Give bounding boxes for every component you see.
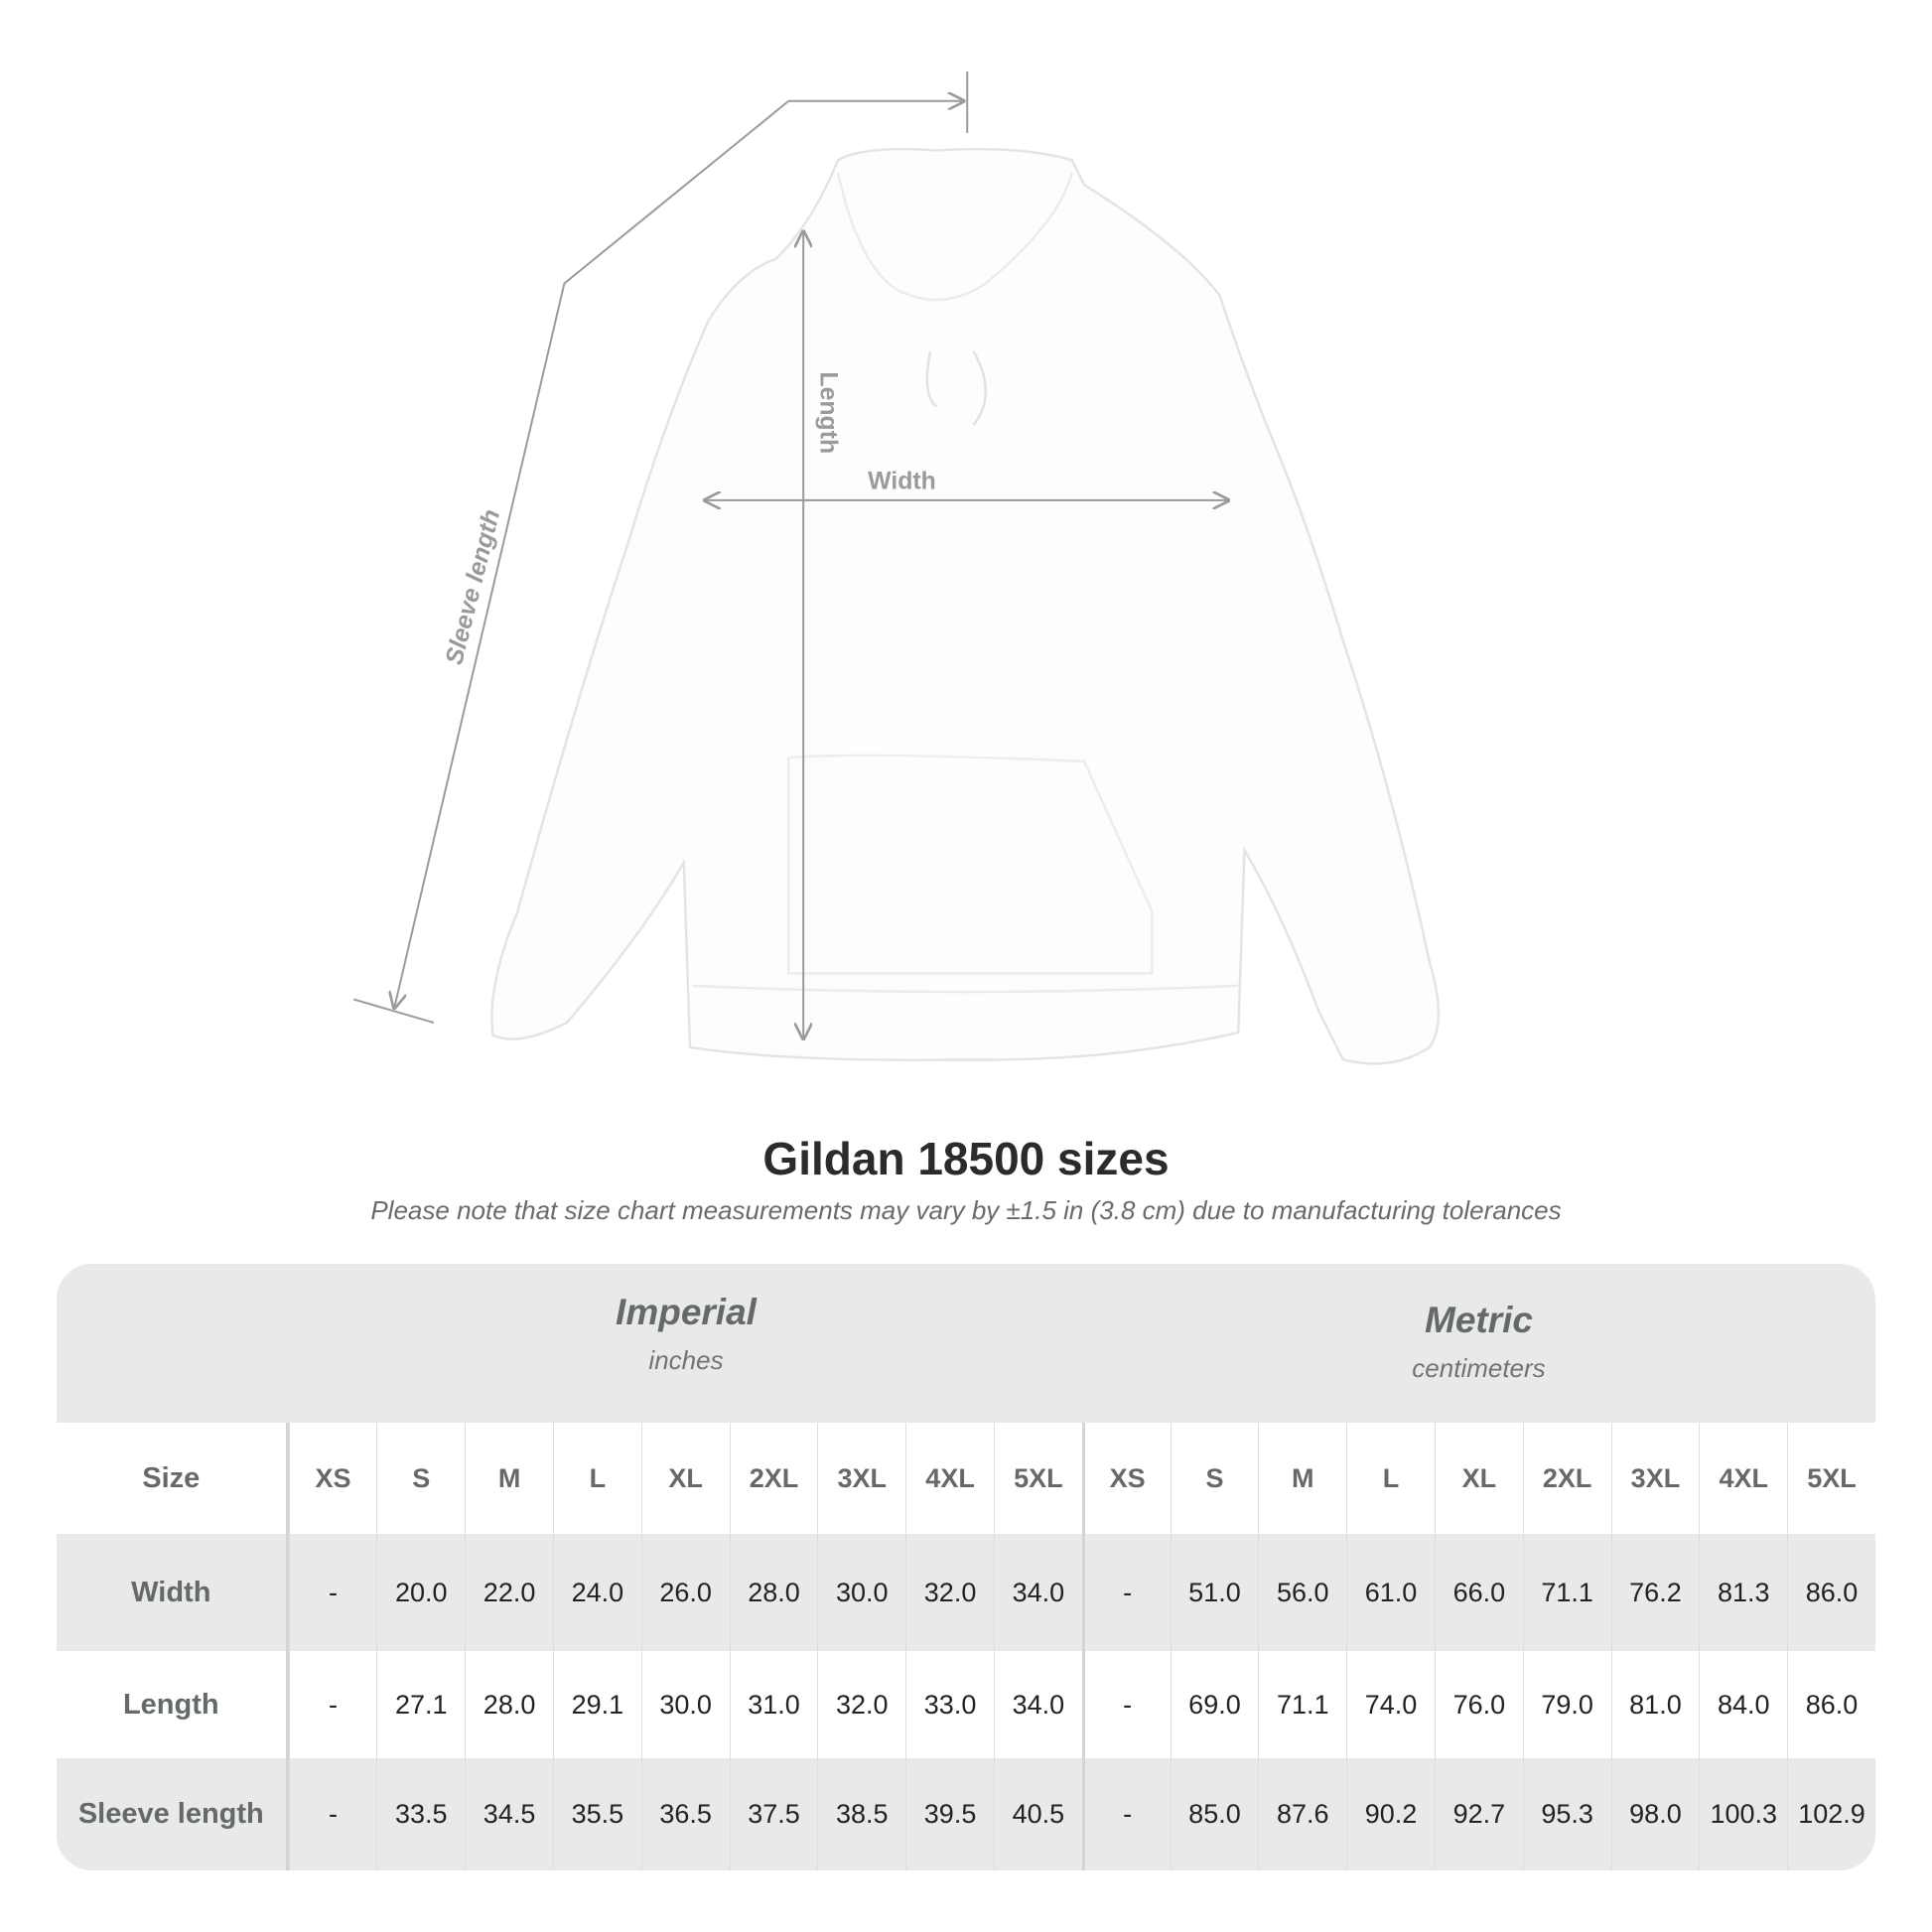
size-column-header: 4XL (905, 1423, 994, 1534)
metric-value-cell: 87.6 (1258, 1758, 1346, 1870)
metric-unit: centimeters (1412, 1353, 1546, 1383)
metric-value-cell: 100.3 (1699, 1758, 1787, 1870)
sleeve-length-label: Sleeve length (441, 507, 505, 668)
metric-value-cell: 66.0 (1434, 1534, 1523, 1651)
table-row: Length -27.1 28.0 29.1 30.0 31.0 32.0 33.0 34.0-… (57, 1651, 1875, 1758)
sleeve-length-measure (352, 70, 969, 1025)
page-title: Gildan 18500 sizes (762, 1133, 1170, 1184)
metric-value-cell: 71.1 (1522, 1534, 1611, 1651)
imperial-value-cell: 24.0 (552, 1534, 641, 1651)
metric-value-cell: 86.0 (1787, 1651, 1875, 1758)
imperial-value-cell: 28.0 (465, 1651, 553, 1758)
metric-value-cell: 90.2 (1346, 1758, 1435, 1870)
metric-value-cell: 79.0 (1522, 1651, 1611, 1758)
tolerance-note: Please note that size chart measurements… (370, 1195, 1562, 1225)
size-column-header: 5XL (993, 1423, 1082, 1534)
size-column-header: 3XL (817, 1423, 905, 1534)
metric-value-cell: 76.2 (1610, 1534, 1700, 1651)
metric-value-cell: 69.0 (1170, 1651, 1259, 1758)
size-column-header: XL (1434, 1423, 1523, 1534)
imperial-value-cell: 35.5 (552, 1758, 641, 1870)
imperial-unit: inches (648, 1345, 724, 1375)
size-row: Size XS S M L XL 2XL 3XL 4XL 5XL XS S M L XL 2XL 3XL 4XL 5… (57, 1423, 1875, 1534)
metric-value-cell: 95.3 (1522, 1758, 1611, 1870)
imperial-value-cell: 26.0 (640, 1534, 730, 1651)
imperial-value-cell: 32.0 (905, 1534, 994, 1651)
size-header: Size (57, 1423, 289, 1534)
size-column-header: M (465, 1423, 553, 1534)
imperial-value-cell: 36.5 (640, 1758, 730, 1870)
metric-value-cell: 98.0 (1610, 1758, 1700, 1870)
size-column-header: 4XL (1699, 1423, 1787, 1534)
size-column-header: S (1170, 1423, 1259, 1534)
metric-header: Metric centimeters (1082, 1300, 1875, 1384)
imperial-value-cell: 34.0 (993, 1651, 1082, 1758)
metric-value-cell: 74.0 (1346, 1651, 1435, 1758)
size-column-header: 2XL (729, 1423, 818, 1534)
imperial-header: Imperial inches (289, 1292, 1083, 1376)
imperial-value-cell: 30.0 (640, 1651, 730, 1758)
metric-value-cell: - (1081, 1534, 1171, 1651)
metric-value-cell: 85.0 (1170, 1758, 1259, 1870)
size-table: Imperial inches Metric centimeters Size X… (57, 1264, 1875, 1870)
imperial-value-cell: 30.0 (817, 1534, 905, 1651)
width-label: Width (868, 469, 936, 495)
metric-value-cell: 51.0 (1170, 1534, 1259, 1651)
metric-value-cell: - (1081, 1651, 1171, 1758)
size-column-header: L (1346, 1423, 1435, 1534)
metric-value-cell: 86.0 (1787, 1534, 1875, 1651)
table-row: Width -20.0 22.0 24.0 26.0 28.0 30.0 32.0 34.0-5… (57, 1534, 1875, 1651)
imperial-value-cell: 37.5 (729, 1758, 818, 1870)
imperial-value-cell: 22.0 (465, 1534, 553, 1651)
length-label: Length (815, 371, 842, 454)
imperial-value-cell: 33.0 (905, 1651, 994, 1758)
metric-value-cell: 84.0 (1699, 1651, 1787, 1758)
size-column-header: 3XL (1610, 1423, 1700, 1534)
size-column-header: XS (1081, 1423, 1171, 1534)
imperial-value-cell: - (288, 1651, 377, 1758)
imperial-title: Imperial (616, 1292, 757, 1332)
size-column-header: XS (288, 1423, 377, 1534)
imperial-value-cell: 40.5 (993, 1758, 1082, 1870)
size-column-header: M (1258, 1423, 1346, 1534)
metric-title: Metric (1425, 1300, 1533, 1340)
row-label: Sleeve length (57, 1758, 289, 1870)
imperial-value-cell: - (288, 1534, 377, 1651)
imperial-value-cell: 34.0 (993, 1534, 1082, 1651)
imperial-value-cell: 27.1 (376, 1651, 465, 1758)
size-column-header: 5XL (1787, 1423, 1875, 1534)
hoodie-diagram: Sleeve length Length Width (352, 70, 1441, 1065)
table-header-band: Imperial inches Metric centimeters (57, 1264, 1875, 1423)
imperial-value-cell: 28.0 (729, 1534, 818, 1651)
metric-value-cell: 92.7 (1434, 1758, 1523, 1870)
metric-value-cell: 61.0 (1346, 1534, 1435, 1651)
row-label: Width (57, 1534, 289, 1651)
hoodie-image (490, 147, 1441, 1065)
size-column-header: 2XL (1522, 1423, 1611, 1534)
imperial-value-cell: 29.1 (552, 1651, 641, 1758)
size-column-header: L (552, 1423, 641, 1534)
metric-value-cell: 102.9 (1787, 1758, 1875, 1870)
table-row: Sleeve length -33.5 34.5 35.5 36.5 37.5 38.5 39… (57, 1758, 1875, 1870)
imperial-value-cell: - (288, 1758, 377, 1870)
imperial-value-cell: 32.0 (817, 1651, 905, 1758)
metric-value-cell: - (1081, 1758, 1171, 1870)
metric-value-cell: 81.0 (1610, 1651, 1700, 1758)
imperial-value-cell: 39.5 (905, 1758, 994, 1870)
metric-value-cell: 76.0 (1434, 1651, 1523, 1758)
row-label: Length (57, 1651, 289, 1758)
metric-value-cell: 81.3 (1699, 1534, 1787, 1651)
imperial-value-cell: 33.5 (376, 1758, 465, 1870)
metric-value-cell: 56.0 (1258, 1534, 1346, 1651)
imperial-value-cell: 31.0 (729, 1651, 818, 1758)
metric-value-cell: 71.1 (1258, 1651, 1346, 1758)
imperial-value-cell: 20.0 (376, 1534, 465, 1651)
imperial-value-cell: 38.5 (817, 1758, 905, 1870)
size-column-header: S (376, 1423, 465, 1534)
size-column-header: XL (640, 1423, 730, 1534)
imperial-value-cell: 34.5 (465, 1758, 553, 1870)
